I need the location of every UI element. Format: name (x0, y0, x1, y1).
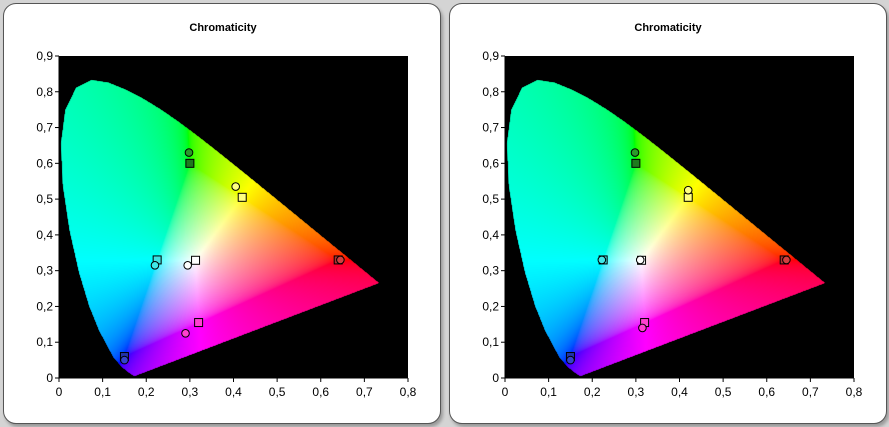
chart-title: Chromaticity (189, 22, 257, 34)
x-tick-label: 0,8 (400, 385, 417, 399)
circle-marker (184, 148, 194, 157)
y-tick-label: 0,7 (36, 121, 53, 135)
chromaticity-panel-right: Chromaticity 0 0,1 0,2 0,3 0,4 0,5 0,6 0,7 0,8 0,… (449, 3, 887, 424)
y-tick-label: 0,7 (482, 121, 499, 135)
x-tick-label: 0,6 (312, 385, 329, 399)
y-tick-label: 0,9 (36, 49, 53, 63)
x-tick-label: 0,3 (628, 385, 645, 399)
y-tick-label: 0,9 (482, 49, 499, 63)
y-tick-label: 0,6 (36, 156, 53, 170)
y-tick-label: 0,4 (36, 228, 53, 242)
circle-marker (150, 261, 160, 270)
y-tick-label: 0,6 (482, 156, 499, 170)
x-tick-label: 0,7 (356, 385, 373, 399)
circle-marker (566, 355, 575, 365)
x-tick-label: 0,3 (182, 385, 199, 399)
y-tick-label: 0,3 (482, 264, 499, 278)
y-tick-label: 0,5 (36, 192, 53, 206)
x-tick-label: 0,1 (94, 385, 111, 399)
x-tick-label: 0,2 (584, 385, 601, 399)
chromaticity-chart-left: Chromaticity 0 0,1 0,2 0,3 0,4 0,5 0,6 0,7 0,8 0,… (36, 22, 417, 399)
chromaticity-chart-right: Chromaticity 0 0,1 0,2 0,3 0,4 0,5 0,6 0,7 0,8 0,… (482, 22, 863, 399)
circle-marker (231, 182, 240, 191)
x-tick-label: 0,7 (802, 385, 819, 399)
x-tick-label: 0,4 (671, 385, 688, 399)
circle-marker (183, 261, 192, 270)
circle-marker (635, 255, 645, 265)
circle-marker (336, 255, 345, 265)
x-tick-label: 0,5 (715, 385, 732, 399)
chromaticity-panel-left: Chromaticity 0 0,1 0,2 0,3 0,4 0,5 0,6 0,7 0,8 0,… (3, 3, 441, 424)
y-tick-label: 0,2 (482, 299, 499, 313)
x-tick-label: 0,6 (758, 385, 775, 399)
circle-marker (597, 255, 607, 265)
square-marker (683, 192, 693, 202)
y-tick-label: 0,1 (482, 335, 499, 349)
circle-marker (181, 328, 190, 338)
circle-marker (638, 323, 647, 333)
square-marker (194, 318, 204, 328)
square-marker (237, 192, 247, 202)
y-tick-label: 0,1 (36, 335, 53, 349)
circle-marker (120, 355, 129, 365)
circle-marker (782, 255, 791, 265)
y-tick-label: 0,8 (36, 85, 53, 99)
square-marker (631, 158, 641, 168)
x-tick-label: 0,4 (225, 385, 242, 399)
x-tick-label: 0,8 (846, 385, 863, 399)
x-tick-label: 0,1 (540, 385, 557, 399)
chart-title: Chromaticity (634, 22, 702, 34)
x-tick-label: 0,2 (138, 385, 155, 399)
y-tick-label: 0,8 (482, 85, 499, 99)
y-tick-label: 0,5 (482, 192, 499, 206)
circle-marker (630, 148, 640, 157)
y-tick-label: 0 (46, 371, 53, 385)
circle-marker (683, 185, 693, 195)
x-tick-label: 0 (502, 385, 509, 399)
y-tick-label: 0 (492, 371, 499, 385)
y-tick-label: 0,2 (36, 299, 53, 313)
y-tick-label: 0,4 (482, 228, 499, 242)
x-tick-label: 0,5 (269, 385, 286, 399)
x-tick-label: 0 (56, 385, 63, 399)
square-marker (185, 158, 195, 168)
square-marker (191, 255, 201, 265)
y-tick-label: 0,3 (36, 264, 53, 278)
